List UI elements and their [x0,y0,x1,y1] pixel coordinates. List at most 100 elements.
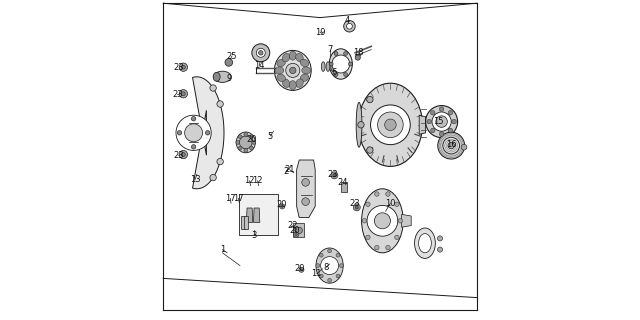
Text: 23: 23 [172,90,183,99]
Circle shape [448,110,452,115]
Text: 24: 24 [337,178,348,187]
Ellipse shape [296,79,303,87]
Polygon shape [246,208,253,222]
Ellipse shape [321,62,325,71]
Circle shape [431,110,435,115]
Circle shape [238,135,242,139]
Circle shape [378,112,403,138]
Circle shape [355,206,358,209]
Circle shape [385,119,396,131]
Circle shape [302,179,310,186]
Text: 25: 25 [227,52,237,60]
Circle shape [333,174,336,177]
Circle shape [362,219,367,223]
Text: 11: 11 [312,269,322,278]
Circle shape [432,112,451,131]
Ellipse shape [289,81,296,90]
Polygon shape [253,208,260,222]
Circle shape [334,52,338,55]
Text: 19: 19 [315,28,325,36]
Circle shape [294,232,299,237]
Circle shape [250,146,253,150]
Circle shape [438,132,465,159]
Circle shape [210,85,216,91]
Circle shape [431,128,435,133]
Circle shape [438,247,443,252]
Text: 5: 5 [268,132,273,140]
Circle shape [344,73,348,76]
Circle shape [217,101,223,107]
Ellipse shape [329,49,352,79]
Polygon shape [244,216,248,229]
Circle shape [179,63,188,71]
Text: 20: 20 [289,226,300,235]
Text: 18: 18 [353,48,364,57]
Text: 22: 22 [287,221,298,230]
Polygon shape [292,223,304,237]
Circle shape [440,132,444,136]
Ellipse shape [277,59,285,67]
Circle shape [205,131,210,135]
Circle shape [347,23,352,29]
Circle shape [225,59,233,66]
Circle shape [348,62,352,66]
Circle shape [329,62,333,66]
Circle shape [365,235,370,240]
Circle shape [367,205,398,236]
Ellipse shape [236,132,255,153]
Ellipse shape [213,72,220,81]
Circle shape [328,278,332,282]
Ellipse shape [275,51,311,91]
Circle shape [182,92,186,96]
Circle shape [355,55,360,60]
Text: 8: 8 [324,263,329,272]
Circle shape [344,20,355,32]
Circle shape [443,137,460,154]
Circle shape [256,48,266,57]
Circle shape [395,235,399,240]
Ellipse shape [356,102,362,147]
Circle shape [367,96,373,103]
Ellipse shape [415,228,435,259]
Ellipse shape [331,62,335,71]
Circle shape [365,202,370,206]
Text: 3: 3 [252,231,257,240]
Text: 21: 21 [284,165,295,174]
Circle shape [436,116,447,127]
Circle shape [285,63,300,77]
Circle shape [182,153,186,156]
Circle shape [452,119,456,124]
Polygon shape [419,115,426,134]
Circle shape [179,150,188,159]
Text: 23: 23 [173,151,184,160]
Circle shape [328,249,332,253]
Circle shape [191,145,196,149]
Circle shape [371,105,410,145]
Circle shape [319,274,323,278]
Circle shape [427,119,431,124]
Circle shape [395,202,399,206]
Text: 4: 4 [344,16,350,25]
Ellipse shape [362,189,403,253]
Circle shape [398,219,403,223]
Text: 17: 17 [233,194,244,203]
Circle shape [316,264,320,268]
Circle shape [374,192,379,196]
Text: 16: 16 [446,140,456,148]
Circle shape [244,132,248,136]
Ellipse shape [326,62,330,71]
Ellipse shape [214,71,231,83]
Circle shape [296,227,302,234]
Circle shape [426,106,458,138]
Circle shape [302,198,310,205]
Circle shape [176,115,211,150]
Circle shape [461,144,467,150]
Circle shape [440,107,444,111]
Circle shape [179,90,188,98]
Circle shape [438,236,443,241]
Circle shape [289,67,296,74]
Ellipse shape [358,83,422,166]
Circle shape [331,172,338,179]
Text: 1: 1 [220,245,225,254]
Ellipse shape [289,51,296,60]
